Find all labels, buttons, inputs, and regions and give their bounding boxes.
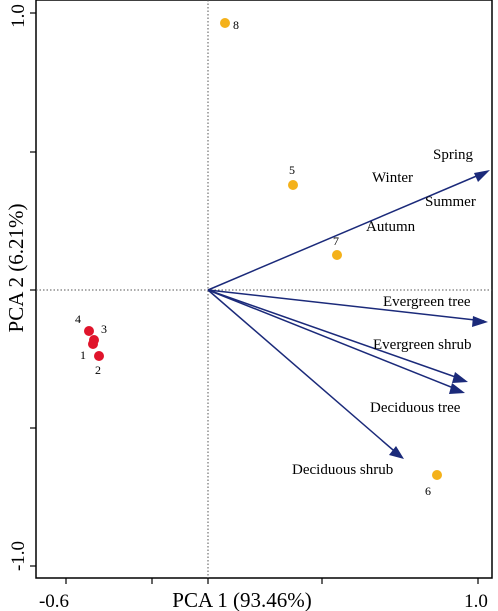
vector-arrowhead-deciduous-shrub <box>389 446 404 459</box>
point-8 <box>220 18 230 28</box>
y-axis-title: PCA 2 (6.21%) <box>4 204 28 333</box>
point-4 <box>84 326 94 336</box>
point-2 <box>94 351 104 361</box>
vector-label-deciduous-tree: Deciduous tree <box>370 400 461 416</box>
vector-label-evergreen-tree: Evergreen tree <box>383 294 471 310</box>
vector-label-autumn: Autumn <box>366 219 416 235</box>
vector-label-summer: Summer <box>425 194 476 210</box>
vector-label-spring: Spring <box>433 147 474 163</box>
point-label-7: 7 <box>333 234 339 248</box>
x-tick-marks <box>65 578 479 584</box>
vector-label-deciduous-shrub: Deciduous shrub <box>292 462 393 478</box>
vector-arrow-deciduous-tree <box>207 289 462 392</box>
vector-arrows <box>207 170 490 459</box>
vector-arrowhead-deciduous-tree <box>449 383 465 394</box>
plot-frame <box>35 0 493 579</box>
vector-label-evergreen-shrub: Evergreen shrub <box>373 337 471 353</box>
point-3 <box>89 335 99 345</box>
vector-arrow-evergreen-shrub <box>207 289 465 381</box>
point-label-5: 5 <box>289 163 295 177</box>
score-points <box>84 18 442 480</box>
point-label-4: 4 <box>75 312 81 326</box>
y-tick-label-min: -1.0 <box>8 541 29 571</box>
point-5 <box>288 180 298 190</box>
point-label-1: 1 <box>80 348 86 362</box>
point-label-2: 2 <box>95 363 101 377</box>
vector-arrowhead-seasons <box>474 170 490 182</box>
vector-label-winter: Winter <box>372 170 413 186</box>
vector-arrowhead-evergreen-shrub <box>452 372 468 383</box>
point-label-3: 3 <box>101 322 107 336</box>
vector-arrow-deciduous-shrub <box>207 289 401 457</box>
x-tick-label-max: 1.0 <box>464 591 488 611</box>
vector-arrowhead-evergreen-tree <box>472 316 488 327</box>
point-label-6: 6 <box>425 484 431 498</box>
point-6 <box>432 470 442 480</box>
point-label-8: 8 <box>233 18 239 32</box>
x-tick-label-min: -0.6 <box>39 591 69 611</box>
vector-arrow-evergreen-tree <box>207 289 485 322</box>
y-tick-marks <box>30 12 36 567</box>
point-7 <box>332 250 342 260</box>
x-axis-title: PCA 1 (93.46%) <box>172 588 311 611</box>
y-tick-label-max: 1.0 <box>8 4 29 28</box>
vector-arrow-seasons <box>207 171 487 291</box>
